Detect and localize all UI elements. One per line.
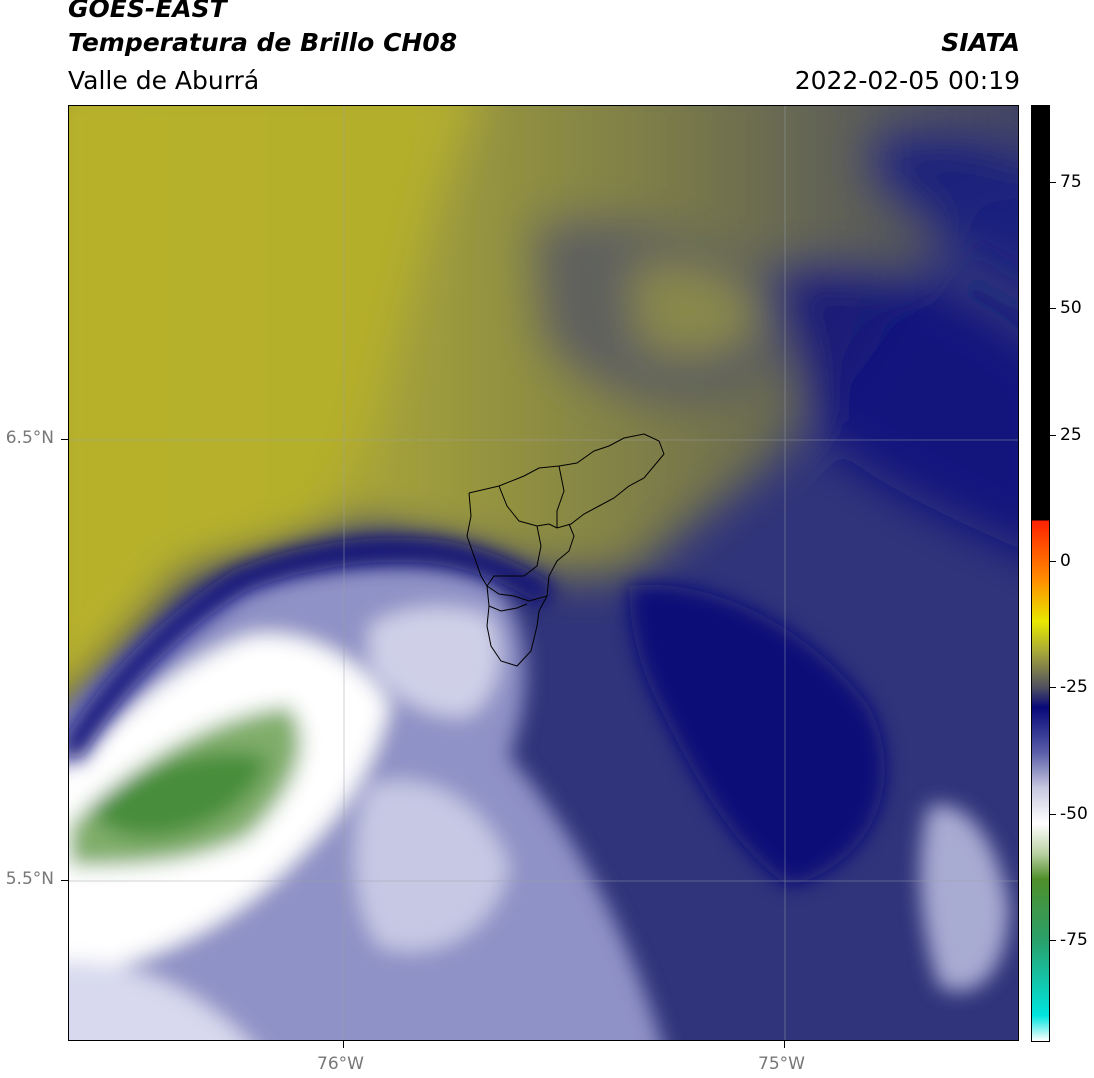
longitude-tick	[343, 1041, 344, 1048]
colorbar-tick-label: 50	[1060, 298, 1082, 319]
satellite-title: GOES-EAST	[68, 0, 227, 23]
colorbar-tick	[1050, 687, 1056, 689]
region-subtitle: Valle de Aburrá	[68, 66, 260, 95]
product-title: Temperatura de Brillo CH08	[68, 28, 458, 57]
graticule	[69, 106, 1018, 1040]
colorbar-tick-label: -25	[1060, 677, 1088, 698]
latitude-label: 5.5°N	[5, 869, 54, 889]
longitude-tick	[784, 1041, 785, 1048]
colorbar-tick-label: 25	[1060, 424, 1082, 445]
longitude-label: 76°W	[317, 1054, 364, 1074]
colorbar-tick	[1050, 308, 1056, 310]
latitude-tick	[61, 880, 68, 881]
convective-boundary	[69, 537, 556, 762]
cold-cloud-region	[69, 562, 1009, 1040]
municipal-boundaries	[466, 433, 665, 667]
colorbar-tick-label: 75	[1060, 171, 1082, 192]
longitude-label: 75°W	[758, 1054, 805, 1074]
latitude-tick	[61, 439, 68, 440]
timestamp-label: 2022-02-05 00:19	[794, 66, 1020, 95]
latitude-label: 6.5°N	[5, 428, 54, 448]
colorbar-tick	[1050, 560, 1056, 562]
organization-label: SIATA	[941, 28, 1020, 57]
colorbar-gradient	[1032, 106, 1049, 1041]
brightness-temperature-map	[68, 105, 1019, 1041]
colorbar	[1031, 105, 1050, 1042]
colorbar-tick	[1050, 939, 1056, 941]
colorbar-tick-label: -50	[1060, 803, 1088, 824]
colorbar-tick-label: 0	[1060, 550, 1071, 571]
colorbar-tick	[1050, 434, 1056, 436]
colorbar-tick	[1050, 181, 1056, 183]
colorbar-tick	[1050, 813, 1056, 815]
dry-air-region	[69, 106, 1018, 706]
colorbar-tick-label: -75	[1060, 929, 1088, 950]
